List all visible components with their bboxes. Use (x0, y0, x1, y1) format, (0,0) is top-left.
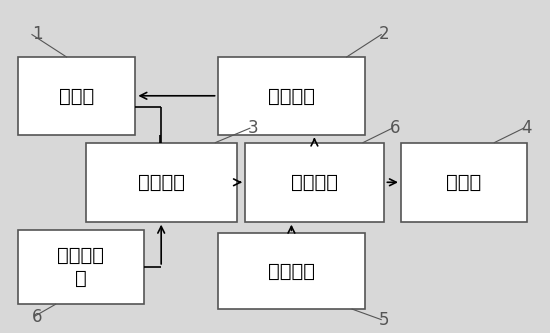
FancyBboxPatch shape (218, 57, 365, 135)
Text: 触摸按键: 触摸按键 (268, 262, 315, 281)
FancyBboxPatch shape (401, 143, 527, 222)
Text: 激励电路: 激励电路 (268, 87, 315, 106)
Text: 测量电路: 测量电路 (138, 173, 185, 192)
Text: 6: 6 (390, 119, 400, 137)
Text: 5: 5 (379, 311, 390, 329)
Text: 称重传感
器: 称重传感 器 (57, 246, 104, 288)
Text: 电极片: 电极片 (59, 87, 94, 106)
FancyBboxPatch shape (18, 57, 135, 135)
Text: 微处理器: 微处理器 (291, 173, 338, 192)
FancyBboxPatch shape (245, 143, 384, 222)
Text: 6: 6 (32, 308, 42, 326)
Text: 4: 4 (521, 119, 532, 137)
Text: 1: 1 (32, 25, 42, 43)
FancyBboxPatch shape (86, 143, 236, 222)
Text: 2: 2 (379, 25, 390, 43)
FancyBboxPatch shape (18, 230, 144, 304)
Text: 3: 3 (248, 119, 258, 137)
FancyBboxPatch shape (218, 233, 365, 309)
Text: 显示器: 显示器 (446, 173, 481, 192)
